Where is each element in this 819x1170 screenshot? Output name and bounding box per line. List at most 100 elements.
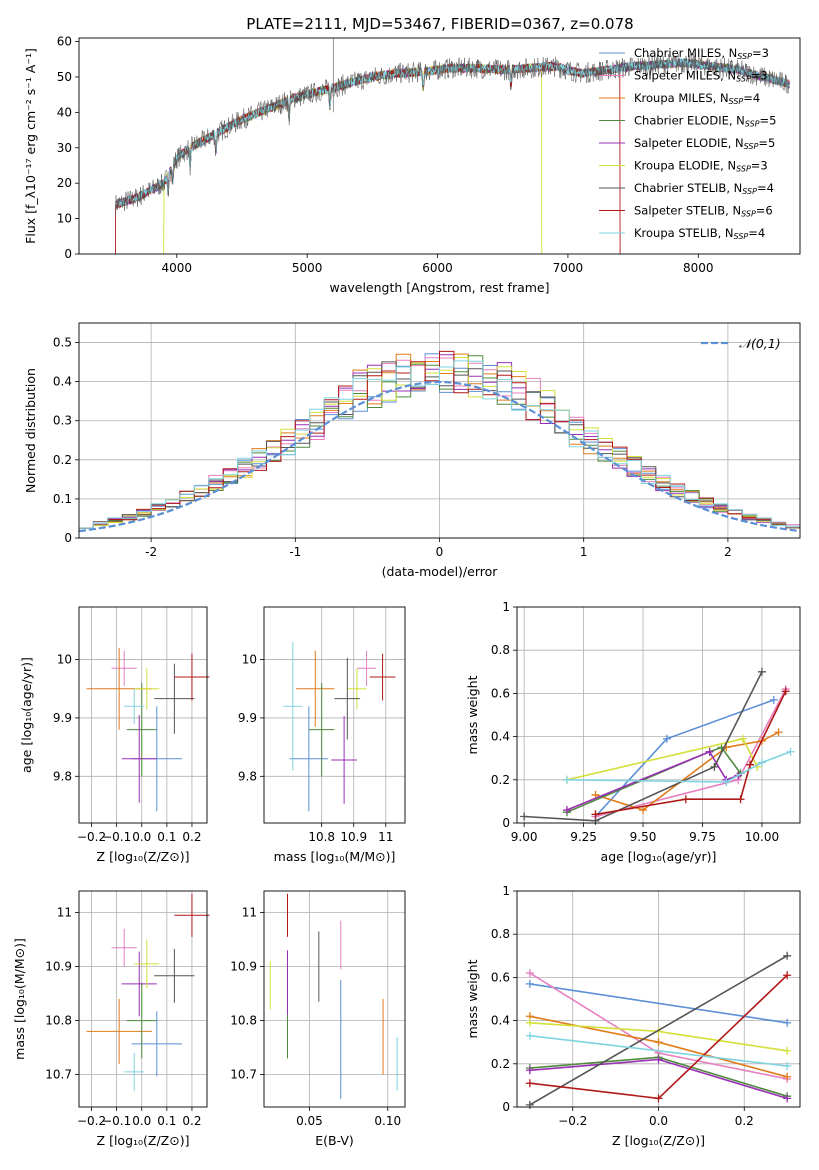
y-tick-label: 0.5: [53, 336, 72, 350]
legend-label: Chabrier MILES, NSSP=3: [634, 46, 769, 61]
x-tick-label: 4000: [162, 261, 193, 275]
legend-label-text: Salpeter ELODIE, N: [634, 136, 744, 150]
x-tick-label: 0.2: [182, 1114, 201, 1128]
mass-weight-point-marker: [757, 758, 766, 767]
legend-label-count: =3: [752, 46, 769, 60]
legend-label-subscript: SSP: [742, 187, 757, 196]
x-tick-label: 10.9: [340, 830, 367, 844]
mass-weight-point-marker: [654, 1055, 663, 1064]
axes-frame: [78, 606, 208, 824]
y-tick-label: 10.7: [45, 1068, 72, 1082]
x-axis-label: Z [log₁₀(Z/Z⊙)]: [97, 1133, 190, 1148]
mass-weight-series-line: [566, 750, 791, 783]
legend-label-text: Chabrier ELODIE, N: [634, 114, 745, 128]
age-vs-metallicity-panel: −0.2−0.1 0.0 0.1 0.2 9.8 9.9 10 Z [log₁₀(Z/Z⊙)]…: [19, 606, 210, 864]
legend-label: Salpeter MILES, NSSP=3: [634, 69, 768, 84]
legend-label-text: Kroupa STELIB, N: [634, 226, 734, 240]
axes-frame: [78, 37, 801, 255]
legend-label-subscript: SSP: [737, 52, 752, 61]
y-tick-label: 10.8: [45, 1014, 72, 1028]
x-tick-label: 0.1: [157, 1114, 176, 1128]
mass-weight-point-marker: [662, 734, 671, 743]
mass-weight-point-marker: [783, 951, 792, 960]
mass-weight-point-marker: [769, 695, 778, 704]
y-tick-label: 0: [64, 247, 72, 261]
legend-label-subscript: SSP: [745, 120, 760, 129]
mass-vs-metallicity-panel: −0.2−0.1 0.0 0.1 0.2 10.7 10.8 10.9 11 Z [log₁₀(…: [12, 890, 210, 1148]
x-tick-label: 6000: [422, 261, 453, 275]
mass-weight-point-marker: [757, 667, 766, 676]
mass-weight-point-marker: [786, 747, 795, 756]
legend-label-text: Chabrier STELIB, N: [634, 181, 742, 195]
mass-weight-point-marker: [525, 1018, 534, 1027]
legend-label-text: Kroupa ELODIE, N: [634, 159, 736, 173]
legend-label-count: =4: [748, 226, 765, 240]
x-tick-label: 7000: [553, 261, 584, 275]
x-axis-label: Z [log₁₀(Z/Z⊙)]: [97, 849, 190, 864]
mass-vs-ebv-panel: 0.05 0.10 10.7 10.8 10.9 11 E(B-V): [230, 890, 406, 1148]
y-axis-label: Flux [f_λ10⁻¹⁷ erg cm⁻² s⁻¹ A⁻¹]: [23, 48, 38, 244]
age-vs-mass-panel: 10.8 10.9 11 9.8 9.9 10 mass [log₁₀(M/M⊙)]: [238, 606, 406, 864]
y-axis-label: Normed distribution: [23, 368, 38, 493]
legend-label: Chabrier ELODIE, NSSP=5: [634, 114, 776, 129]
x-axis-label: mass [log₁₀(M/M⊙)]: [274, 849, 396, 864]
mass-weight-point-marker: [783, 1072, 792, 1081]
legend-label-subscript: SSP: [744, 142, 759, 151]
x-axis-label: wavelength [Angstrom, rest frame]: [329, 280, 549, 295]
y-tick-label: 10: [242, 653, 257, 667]
legend-label: Salpeter ELODIE, NSSP=5: [634, 136, 775, 151]
mass-weight-series-line: [566, 746, 742, 813]
mass-weight-point-marker: [681, 795, 690, 804]
mass-weight-point-marker: [781, 687, 790, 696]
mass-weight-point-marker: [562, 806, 571, 815]
y-tick-label: 10: [57, 653, 72, 667]
x-tick-label: 0.2: [735, 1114, 754, 1128]
mass-weight-series-line: [529, 955, 788, 1106]
axes-frame: [516, 890, 801, 1108]
mass-weight-vs-age-panel: 9.00 9.25 9.50 9.75 10.00 0 0.2 0.4 0.6 0.8 1 age […: [465, 600, 801, 864]
y-tick-label: 1: [502, 884, 510, 898]
mass-weight-series-line: [595, 731, 779, 811]
y-tick-label: 0.8: [491, 643, 510, 657]
x-tick-label: 0.0: [132, 1114, 151, 1128]
y-tick-label: 0.2: [53, 453, 72, 467]
mass-weight-series-line: [595, 688, 787, 818]
mass-weight-point-marker: [525, 1031, 534, 1040]
y-tick-label: 0.4: [491, 730, 510, 744]
legend-label-text: Salpeter STELIB, N: [634, 204, 741, 218]
mass-weight-point-marker: [562, 775, 571, 784]
legend-label-subscript: SSP: [741, 210, 756, 219]
mass-weight-point-marker: [705, 747, 714, 756]
x-tick-label: −0.2: [77, 830, 106, 844]
y-tick-label: 20: [57, 176, 72, 190]
x-axis-label: (data-model)/error: [382, 564, 499, 579]
mass-weight-point-marker: [783, 1061, 792, 1070]
legend-label-count: =5: [760, 114, 777, 128]
mass-weight-point-marker: [774, 728, 783, 737]
legend-label-text: Chabrier MILES, N: [634, 46, 737, 60]
y-tick-label: 10: [57, 212, 72, 226]
histogram-step: [79, 350, 800, 529]
mass-weight-point-marker: [654, 1094, 663, 1103]
legend-label-subscript: SSP: [736, 165, 751, 174]
observed-spectrum-line: [115, 52, 790, 216]
legend-label-count: =4: [757, 181, 774, 195]
mass-weight-point-marker: [783, 971, 792, 980]
x-tick-label: 8000: [683, 261, 714, 275]
y-tick-label: 10.9: [45, 960, 72, 974]
y-tick-label: 0.6: [491, 970, 510, 984]
y-tick-label: 9.9: [53, 711, 72, 725]
x-tick-label: 10.8: [308, 830, 335, 844]
x-tick-label: 9.50: [630, 830, 657, 844]
y-tick-label: 30: [57, 141, 72, 155]
y-tick-label: 0.3: [53, 414, 72, 428]
y-tick-label: 10.7: [230, 1068, 257, 1082]
x-tick-label: 0.05: [296, 1114, 323, 1128]
x-tick-label: -1: [289, 545, 301, 559]
y-axis-label: mass [log₁₀(M/M⊙)]: [12, 938, 27, 1060]
legend-label-count: =3: [751, 159, 768, 173]
legend-label: Chabrier STELIB, NSSP=4: [634, 181, 774, 196]
legend-label-text: Kroupa MILES, N: [634, 91, 729, 105]
mass-weight-point-marker: [722, 777, 731, 786]
mass-weight-point-marker: [654, 1038, 663, 1047]
